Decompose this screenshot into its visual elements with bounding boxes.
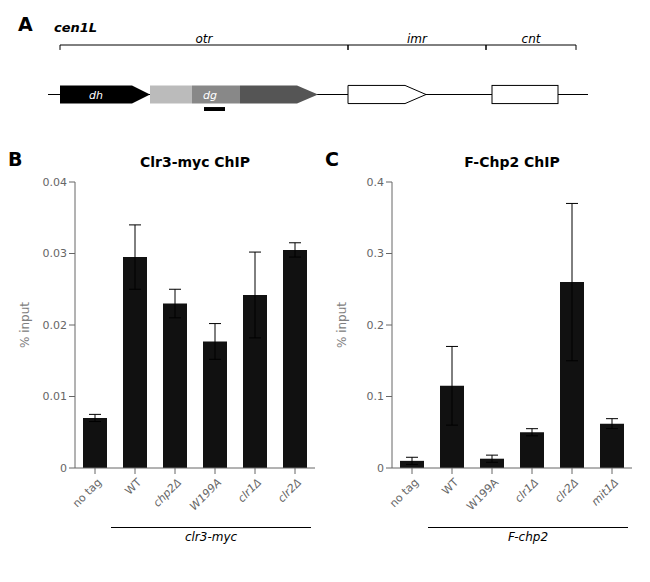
svg-text:clr1Δ: clr1Δ [512, 476, 541, 505]
svg-text:A: A [18, 13, 33, 35]
svg-text:0.01: 0.01 [43, 390, 68, 403]
svg-text:0.2: 0.2 [367, 319, 385, 332]
svg-text:% input: % input [335, 302, 349, 348]
svg-text:0.4: 0.4 [367, 176, 385, 189]
svg-text:mit1Δ: mit1Δ [589, 476, 621, 508]
html-text:Clr3-myc ChIP: Clr3-myc ChIP [139, 154, 251, 170]
svg-text:0: 0 [377, 462, 384, 475]
svg-text:imr: imr [407, 32, 428, 46]
svg-text:0.1: 0.1 [367, 390, 385, 403]
svg-text:W199A: W199A [187, 476, 224, 513]
svg-text:clr2Δ: clr2Δ [552, 476, 581, 505]
html-text:clr3-myc: clr3-myc [184, 530, 238, 544]
svg-text:clr2Δ: clr2Δ [275, 476, 304, 505]
svg-text:0.04: 0.04 [43, 176, 68, 189]
svg-text:otr: otr [196, 32, 214, 46]
svg-text:WT: WT [123, 476, 145, 498]
svg-text:no tag: no tag [70, 476, 104, 510]
svg-text:cnt: cnt [522, 32, 542, 46]
svg-text:0.02: 0.02 [43, 319, 68, 332]
svg-text:0.3: 0.3 [367, 247, 385, 260]
html-text:F-chp2: F-chp2 [508, 530, 548, 544]
svg-text:W199A: W199A [464, 476, 501, 513]
svg-text:no tag: no tag [387, 476, 421, 510]
svg-text:clr1Δ: clr1Δ [235, 476, 264, 505]
svg-text:0: 0 [60, 462, 67, 475]
svg-text:cen1L: cen1L [54, 20, 97, 35]
svg-text:WT: WT [440, 476, 462, 498]
svg-text:% input: % input [18, 302, 32, 348]
svg-text:chp2Δ: chp2Δ [151, 476, 185, 510]
svg-text:dh: dh [89, 89, 103, 102]
html-text:F-Chp2 ChIP: F-Chp2 ChIP [464, 154, 560, 170]
html-text:B: B [8, 148, 23, 170]
svg-text:0.03: 0.03 [43, 247, 68, 260]
html-text:C: C [325, 148, 339, 170]
svg-text:dg: dg [203, 89, 217, 102]
